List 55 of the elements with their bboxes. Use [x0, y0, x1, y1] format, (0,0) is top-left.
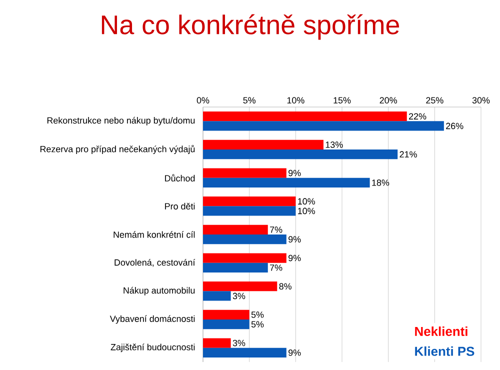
bar [203, 196, 296, 206]
y-tick-label: Nemám konkrétní cíl [114, 231, 195, 238]
text: Neklienti [415, 326, 468, 336]
data-label: 5% [251, 321, 264, 328]
bar [203, 338, 231, 348]
data-label: 3% [232, 340, 246, 346]
x-tick-label: 20% [380, 97, 397, 104]
bar [203, 121, 444, 131]
bar [203, 206, 296, 216]
data-label: 9% [288, 236, 301, 242]
data-label: 22% [409, 113, 426, 120]
bar [203, 178, 370, 188]
y-tick-label: Zajištění budoucnosti [110, 344, 195, 352]
y-tick-label: Rezerva pro případ nečekaných výdajů [40, 144, 195, 154]
x-tick-label: 0% [196, 97, 210, 104]
data-label: 9% [288, 254, 301, 262]
bar [203, 112, 407, 122]
y-tick-label: Důchod [165, 174, 195, 182]
data-label: 21% [400, 151, 417, 158]
bar [203, 224, 268, 235]
data-label: 10% [298, 198, 315, 205]
bar [203, 168, 286, 178]
data-label: 3% [232, 292, 246, 300]
bar [203, 234, 286, 244]
x-tick-label: 10% [287, 97, 304, 104]
data-label: 9% [288, 170, 301, 176]
data-label: 13% [326, 142, 343, 148]
bar [203, 282, 278, 292]
x-tick-label: 5% [243, 97, 256, 104]
bar [203, 320, 250, 330]
data-label: 8% [279, 283, 292, 290]
y-tick-label: Pro děti [165, 202, 195, 210]
data-label: 26% [446, 122, 464, 130]
x-tick-label: 25% [426, 97, 444, 104]
y-tick-label: Vybavení domácnosti [110, 315, 195, 324]
data-label: 7% [270, 226, 282, 233]
x-tick-label: 15% [334, 97, 351, 104]
bar [203, 348, 286, 358]
chart-title: Na co konkrétně spoříme [102, 14, 400, 40]
bar [203, 140, 324, 150]
x-tick-label: 30% [472, 97, 490, 104]
data-label: 9% [288, 349, 301, 356]
data-label: 10% [298, 208, 315, 214]
text: Klienti PS [415, 346, 474, 356]
bar [203, 150, 398, 160]
data-label: 5% [251, 312, 264, 318]
bar [203, 310, 250, 320]
bar [203, 262, 268, 272]
data-label: 7% [270, 264, 282, 271]
y-tick-label: Rekonstrukce nebo nákup bytu/domu [47, 116, 195, 126]
bar [203, 291, 231, 301]
y-tick-label: Dovolená, cestování [114, 258, 196, 267]
y-tick-label: Nákup automobilu [124, 286, 195, 296]
bar [203, 253, 286, 263]
data-label: 18% [372, 179, 390, 186]
